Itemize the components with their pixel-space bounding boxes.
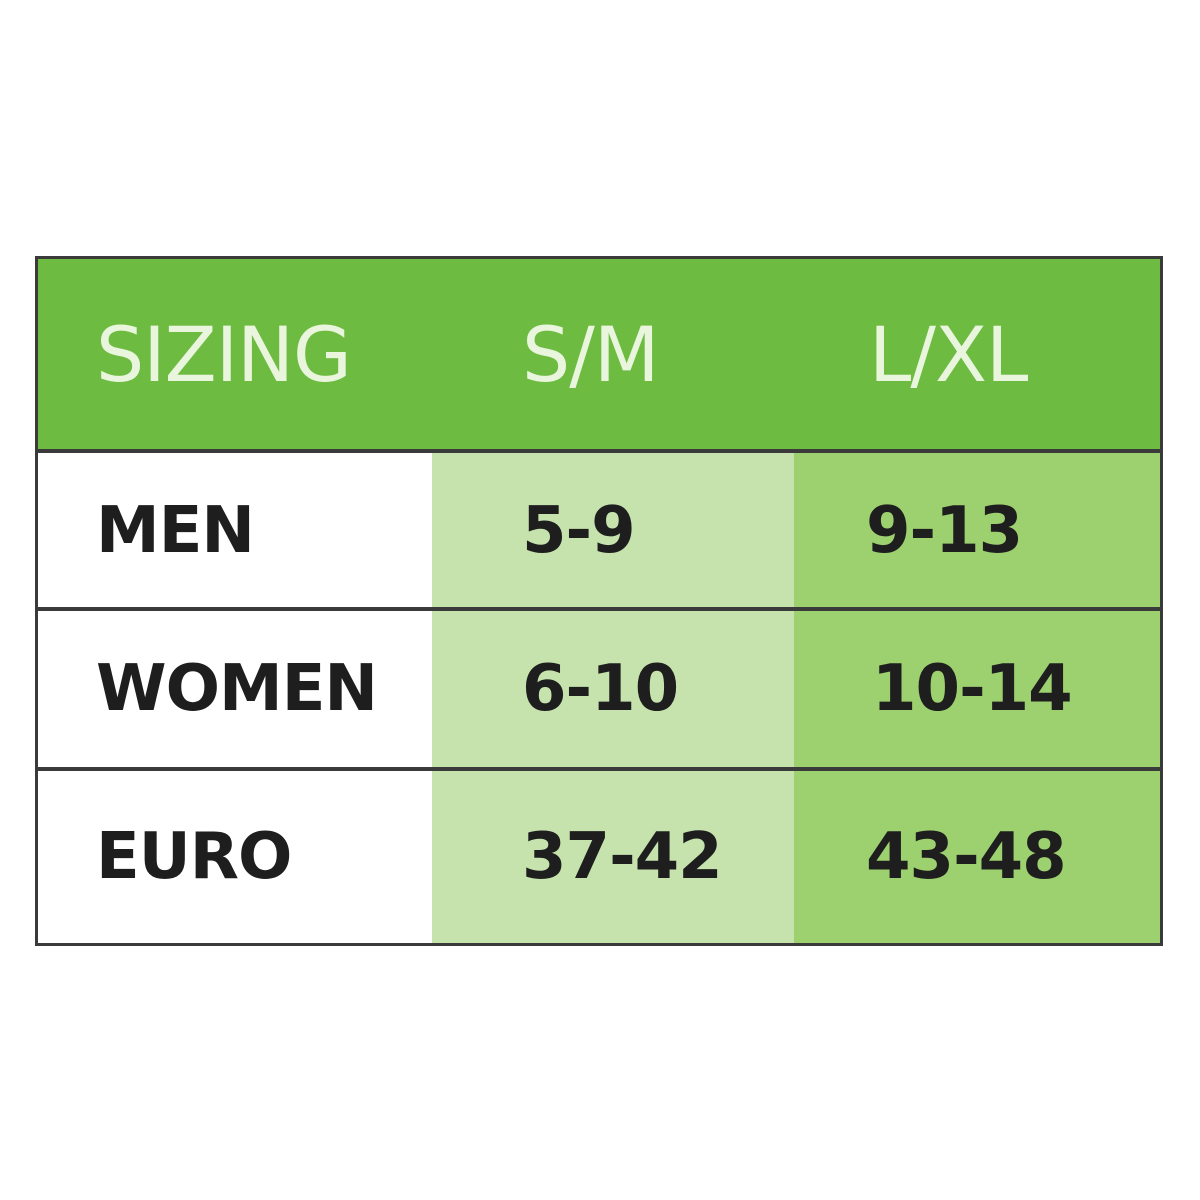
table-row: WOMEN 6-10 10-14: [38, 611, 1160, 767]
row-label: MEN: [96, 494, 255, 568]
cell-lxl: 9-13: [866, 494, 1023, 568]
header-sizing: SIZING: [96, 309, 352, 399]
header-lxl: L/XL: [869, 309, 1028, 399]
header-sm: S/M: [522, 309, 659, 399]
table-header: SIZING S/M L/XL: [38, 259, 1160, 453]
row-label: EURO: [96, 820, 292, 894]
sizing-table: SIZING S/M L/XL MEN 5-9 9-13 WOMEN 6-10 …: [35, 256, 1163, 946]
row-divider: [38, 767, 1160, 771]
cell-sm: 37-42: [522, 820, 723, 894]
cell-lxl: 43-48: [866, 820, 1067, 894]
cell-sm: 6-10: [522, 652, 679, 726]
cell-lxl: 10-14: [872, 652, 1073, 726]
cell-sm: 5-9: [522, 494, 636, 568]
table-row: MEN 5-9 9-13: [38, 453, 1160, 609]
row-divider: [38, 607, 1160, 611]
table-row: EURO 37-42 43-48: [38, 771, 1160, 943]
row-label: WOMEN: [96, 652, 378, 726]
